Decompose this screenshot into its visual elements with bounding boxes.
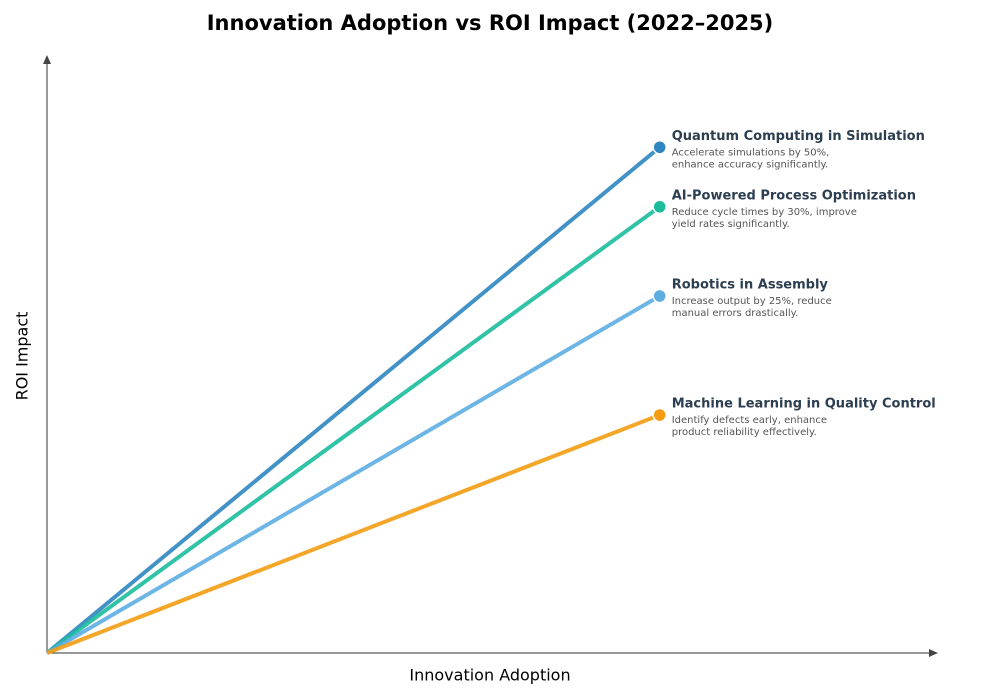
annotation-text: product reliability effectively. <box>672 427 817 438</box>
line <box>45 205 661 655</box>
line <box>46 413 661 655</box>
x-axis-label: Innovation Adoption <box>409 666 570 685</box>
end-point <box>652 407 667 423</box>
annotation-text: Identify defects early, enhance <box>672 415 827 426</box>
line <box>45 294 661 655</box>
annotation-text: enhance accuracy significantly. <box>672 159 829 170</box>
annotation-title: Robotics in Assembly <box>672 278 829 293</box>
line <box>45 145 661 655</box>
x-axis-arrow <box>929 649 938 657</box>
annotation-title: Machine Learning in Quality Control <box>672 397 936 412</box>
end-point <box>652 199 667 214</box>
annotation-title: AI-Powered Process Optimization <box>672 188 916 203</box>
annotation-text: yield rates significantly. <box>672 219 790 230</box>
annotation-text: Accelerate simulations by 50%, <box>672 147 830 158</box>
annotation-text: Reduce cycle times by 30%, improve <box>672 207 857 218</box>
end-point <box>652 140 667 155</box>
chart-title: Innovation Adoption vs ROI Impact (2022–… <box>207 11 774 35</box>
end-point <box>652 288 667 304</box>
annotation-title: Quantum Computing in Simulation <box>672 129 925 144</box>
y-axis-arrow <box>43 55 51 64</box>
annotation-text: manual errors drastically. <box>672 308 799 319</box>
annotation-text: Increase output by 25%, reduce <box>672 296 832 307</box>
y-axis-label: ROI Impact <box>13 312 32 401</box>
